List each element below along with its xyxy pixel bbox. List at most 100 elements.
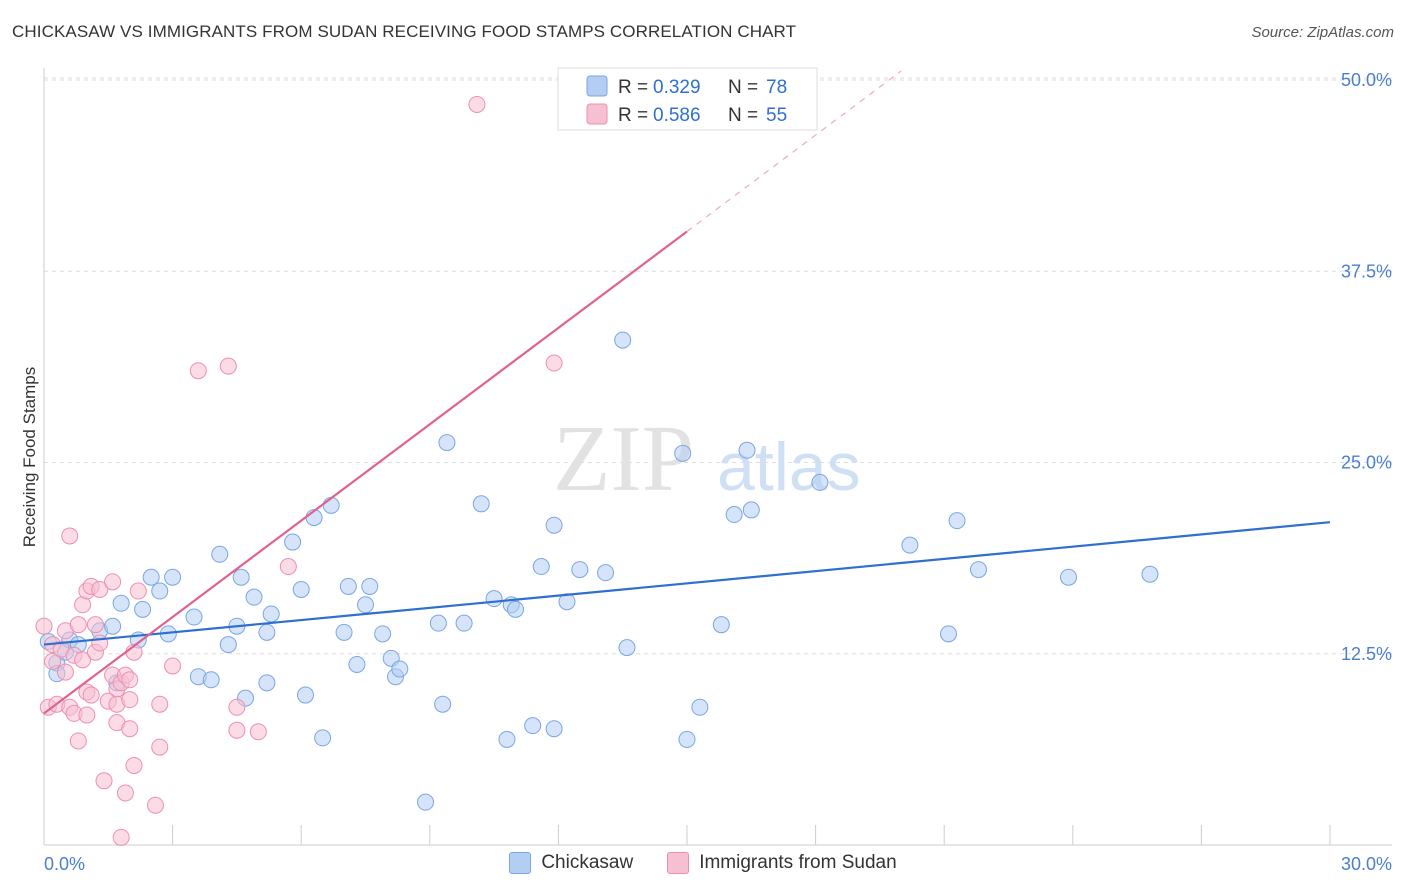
point-chickasaw (322, 496, 340, 514)
source-label: Source: ZipAtlas.com (1251, 24, 1394, 41)
point-sudan (121, 720, 139, 738)
point-chickasaw (151, 582, 169, 600)
bottom-legend-swatch-pink (667, 852, 690, 874)
point-chickasaw (1060, 568, 1078, 586)
bottom-legend: Chickasaw Immigrants from Sudan (0, 852, 1406, 874)
point-chickasaw (292, 580, 310, 598)
point-sudan (121, 671, 139, 689)
point-sudan (56, 663, 74, 681)
point-sudan (69, 616, 87, 634)
point-chickasaw (712, 616, 730, 634)
point-chickasaw (614, 331, 632, 349)
point-chickasaw (258, 674, 276, 692)
point-chickasaw (678, 730, 696, 748)
point-chickasaw (597, 564, 615, 582)
ticks: 12.5% 25.0% 37.5% 50.0% 0.0% 30.0% (43, 70, 1392, 874)
point-sudan (74, 651, 92, 669)
point-sudan (116, 784, 134, 802)
point-sudan (125, 756, 143, 774)
point-chickasaw (348, 655, 366, 673)
watermark: ZIP atlas (553, 407, 861, 511)
point-chickasaw (434, 695, 452, 713)
point-sudan (91, 634, 109, 652)
point-chickasaw (901, 536, 919, 554)
watermark-zip: ZIP (553, 407, 694, 511)
trend-line-sudan-extrapolated (686, 70, 902, 232)
trend-line-chickasaw (43, 521, 1331, 646)
point-sudan (228, 698, 246, 716)
point-chickasaw (185, 608, 203, 626)
point-sudan (219, 357, 237, 375)
bottom-legend-chickasaw: Chickasaw (509, 852, 633, 874)
axes (43, 68, 1392, 846)
y-tick-label: 12.5% (1341, 644, 1392, 664)
legend-r-label-1: R = (618, 77, 648, 98)
point-chickasaw (545, 516, 563, 534)
point-sudan (279, 558, 297, 576)
point-chickasaw (296, 686, 314, 704)
point-chickasaw (232, 568, 250, 586)
x-tick-label: 30.0% (1341, 854, 1392, 874)
point-chickasaw (357, 596, 374, 614)
point-sudan (129, 582, 147, 600)
point-chickasaw (438, 434, 456, 452)
point-chickasaw (245, 588, 263, 606)
legend-n-label-1: N = (728, 77, 758, 98)
point-sudan (151, 738, 169, 756)
point-chickasaw (498, 730, 516, 748)
point-sudan (44, 652, 62, 670)
point-chickasaw (142, 568, 160, 586)
bottom-legend-swatch-blue (509, 852, 532, 874)
point-chickasaw (335, 623, 353, 641)
y-tick-label: 50.0% (1341, 70, 1392, 90)
point-chickasaw (211, 545, 229, 563)
bottom-legend-label-blue: Chickasaw (541, 852, 634, 873)
point-chickasaw (429, 614, 447, 632)
point-chickasaw (524, 717, 542, 735)
bottom-legend-sudan: Immigrants from Sudan (667, 852, 897, 874)
trend-line-sudan (43, 230, 688, 715)
point-sudan (164, 657, 182, 675)
point-sudan (121, 691, 139, 709)
legend: R = 0.329 N = 78 R = 0.586 N = 55 (557, 67, 818, 131)
point-sudan (69, 732, 87, 750)
y-axis-label: Receiving Food Stamps (20, 367, 39, 547)
legend-n-value-1: 78 (766, 77, 787, 98)
chart-title: CHICKASAW VS IMMIGRANTS FROM SUDAN RECEI… (12, 22, 797, 41)
bottom-legend-label-pink: Immigrants from Sudan (699, 852, 897, 873)
point-sudan (78, 706, 96, 724)
point-chickasaw (112, 594, 130, 612)
grid (44, 77, 1392, 655)
point-sudan (146, 796, 164, 814)
point-sudan (249, 723, 267, 741)
point-chickasaw (164, 568, 182, 586)
point-chickasaw (104, 617, 122, 635)
point-chickasaw (455, 614, 473, 632)
point-sudan (35, 617, 53, 635)
point-chickasaw (202, 671, 220, 689)
point-chickasaw (417, 793, 435, 811)
legend-n-label-2: N = (728, 105, 758, 126)
legend-r-value-2: 0.586 (653, 105, 701, 126)
point-chickasaw (691, 698, 709, 716)
point-sudan (91, 580, 109, 598)
point-chickasaw (284, 533, 302, 551)
point-chickasaw (969, 561, 987, 579)
point-chickasaw (472, 495, 490, 513)
point-chickasaw (314, 729, 332, 747)
legend-r-value-1: 0.329 (653, 77, 701, 98)
y-tick-label: 37.5% (1341, 261, 1392, 281)
point-chickasaw (738, 441, 756, 459)
point-sudan (112, 828, 130, 846)
point-sudan (95, 772, 113, 790)
series-chickasaw (39, 331, 1159, 811)
point-chickasaw (361, 577, 379, 595)
point-chickasaw (258, 623, 276, 641)
trend-lines (43, 70, 1331, 715)
point-chickasaw (219, 636, 237, 654)
point-chickasaw (618, 639, 636, 657)
point-sudan (86, 616, 104, 634)
point-chickasaw (939, 625, 957, 643)
point-chickasaw (374, 625, 392, 643)
